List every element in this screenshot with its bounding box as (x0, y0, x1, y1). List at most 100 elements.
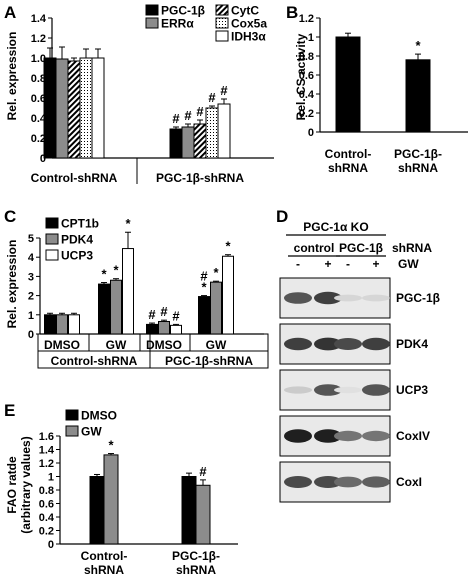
x-tick-label: Control- (325, 147, 372, 161)
annotation-c: * (201, 280, 207, 295)
bar-c-g3-s1 (210, 281, 222, 335)
category-group-label: Control-shRNA (51, 354, 138, 368)
annotation-c: * (113, 263, 119, 278)
legend-swatch (215, 4, 229, 16)
blot-band (284, 386, 312, 394)
blot-band (284, 429, 312, 443)
blot-lane-sign: - (296, 257, 300, 271)
bar-a-g0-s2 (67, 60, 81, 159)
y-tick-label: 0 (40, 153, 46, 165)
x-axis-labels-a: Control-shRNA PGC-1β-shRNA (31, 158, 244, 185)
y-tick-label: 0.2 (39, 526, 54, 538)
y-tick-label: 1.4 (31, 13, 47, 25)
bar-c-g1-s2 (122, 248, 134, 335)
blot-band (314, 476, 342, 488)
blot-lane-signs: - + - + (296, 257, 380, 271)
x-tick-label: shRNA (84, 563, 124, 577)
bar-b-g0-s0 (335, 36, 361, 133)
legend-e: DMSO GW (65, 409, 117, 439)
western-blot-panel-d: PGC-1α KO control PGC-1β shRNA GW - + - + P… (279, 220, 440, 503)
chart-panel-e: FAO ratde (arbitrary values) 00.20.40.60… (5, 409, 238, 577)
blot-band (334, 476, 362, 488)
y-tick-label: 0.8 (299, 51, 314, 63)
x-tick-label: DMSO (44, 338, 80, 352)
annotation-e: # (199, 464, 207, 479)
blot-band (334, 338, 362, 350)
y-tick-label: 0 (308, 127, 314, 139)
y-tick-label: 1.2 (299, 13, 314, 25)
blot-band (334, 430, 362, 442)
x-tick-label: shRNA (398, 161, 438, 175)
legend-swatch (65, 425, 79, 437)
y-tick-label: 0.8 (31, 73, 46, 85)
bar-a-g0-s1 (55, 58, 69, 159)
x-tick-label: GW (106, 338, 127, 352)
annotation-c: # (160, 304, 168, 319)
y-axis-ticks-e: 00.2 0.40.6 0.81 1.21.4 1.6 (39, 431, 238, 551)
annotation-a: # (208, 90, 216, 105)
y-tick-label: 1 (28, 310, 34, 322)
blot-band (314, 429, 342, 443)
panel-label-c: C (4, 207, 16, 226)
error-bars-c (47, 231, 231, 326)
x-tick-label: Control-shRNA (31, 171, 118, 185)
blot-gw-label: GW (398, 257, 419, 271)
y-tick-label: 0.2 (31, 133, 46, 145)
annotation-a: # (220, 83, 228, 98)
blot-band-label: PGC-1β (396, 291, 440, 305)
annotation-c: * (213, 265, 219, 280)
bar-a-g0-s0 (43, 57, 57, 159)
blot-band-label: PDK4 (396, 337, 428, 351)
blot-lane-sign: - (346, 257, 350, 271)
x-tick-label: Control- (81, 549, 128, 563)
x-tick-label: PGC-1β-shRNA (156, 171, 244, 185)
y-axis-title-b: Rel. CS activity (294, 33, 308, 120)
panel-label-b: B (286, 3, 298, 22)
blot-band (334, 294, 362, 302)
x-axis-labels-c: DMSO GW DMSO GW Control-shRNA PGC-1β-shRNA (37, 333, 269, 369)
bar-a-g1-s1 (181, 126, 195, 159)
x-tick-label: PGC-1β- (172, 549, 220, 563)
blot-band (314, 384, 342, 396)
blot-title: PGC-1α KO (303, 220, 368, 234)
annotation-a: # (184, 108, 192, 123)
blot-band-label: CoxI (396, 475, 422, 489)
y-tick-label: 2 (28, 291, 34, 303)
y-axis-title-e-line1: FAO ratde (5, 456, 19, 514)
legend-swatch (45, 249, 59, 261)
annotations-a: # # # # # (172, 83, 228, 126)
blot-band-label: CoxIV (396, 429, 430, 443)
annotations-c: * **# # #*# ** (101, 216, 231, 323)
bar-c-g2-s1 (158, 321, 170, 335)
bar-e-g1-s1 (195, 484, 211, 545)
y-axis-title-e-line2: (arbitrary values) (19, 436, 33, 533)
annotation-a: # (172, 111, 180, 126)
bar-c-g1-s1 (110, 279, 122, 335)
y-tick-label: 1.2 (31, 33, 46, 45)
annotation-c: * (125, 216, 131, 231)
error-bars-e (94, 453, 206, 486)
category-group-label: PGC-1β-shRNA (165, 354, 253, 368)
y-tick-label: 3 (28, 271, 34, 283)
annotation-b: * (415, 38, 421, 53)
x-tick-label: PGC-1β- (394, 147, 442, 161)
error-bars-b (345, 32, 421, 60)
x-tick-label: DMSO (146, 338, 182, 352)
bars-e (89, 454, 211, 545)
x-tick-label: GW (206, 338, 227, 352)
blot-band (362, 384, 390, 396)
legend-swatch (215, 17, 229, 29)
bar-a-g1-s4 (217, 103, 231, 159)
error-bars-a (47, 46, 227, 129)
chart-panel-a: Rel. expression 0 0.2 0.4 0.6 0.8 1.0 1.2 1.4 #… (5, 4, 274, 185)
blot-band (334, 386, 362, 394)
legend-label: PDK4 (61, 233, 93, 247)
legend-c: CPT1b PDK4 UCP3 (45, 217, 99, 263)
annotation-e: * (108, 438, 114, 453)
blot-band (362, 294, 390, 302)
y-tick-label: 0 (48, 539, 54, 551)
y-axis-title-c: Rel. expression (5, 240, 19, 329)
legend-label: UCP3 (61, 249, 93, 263)
